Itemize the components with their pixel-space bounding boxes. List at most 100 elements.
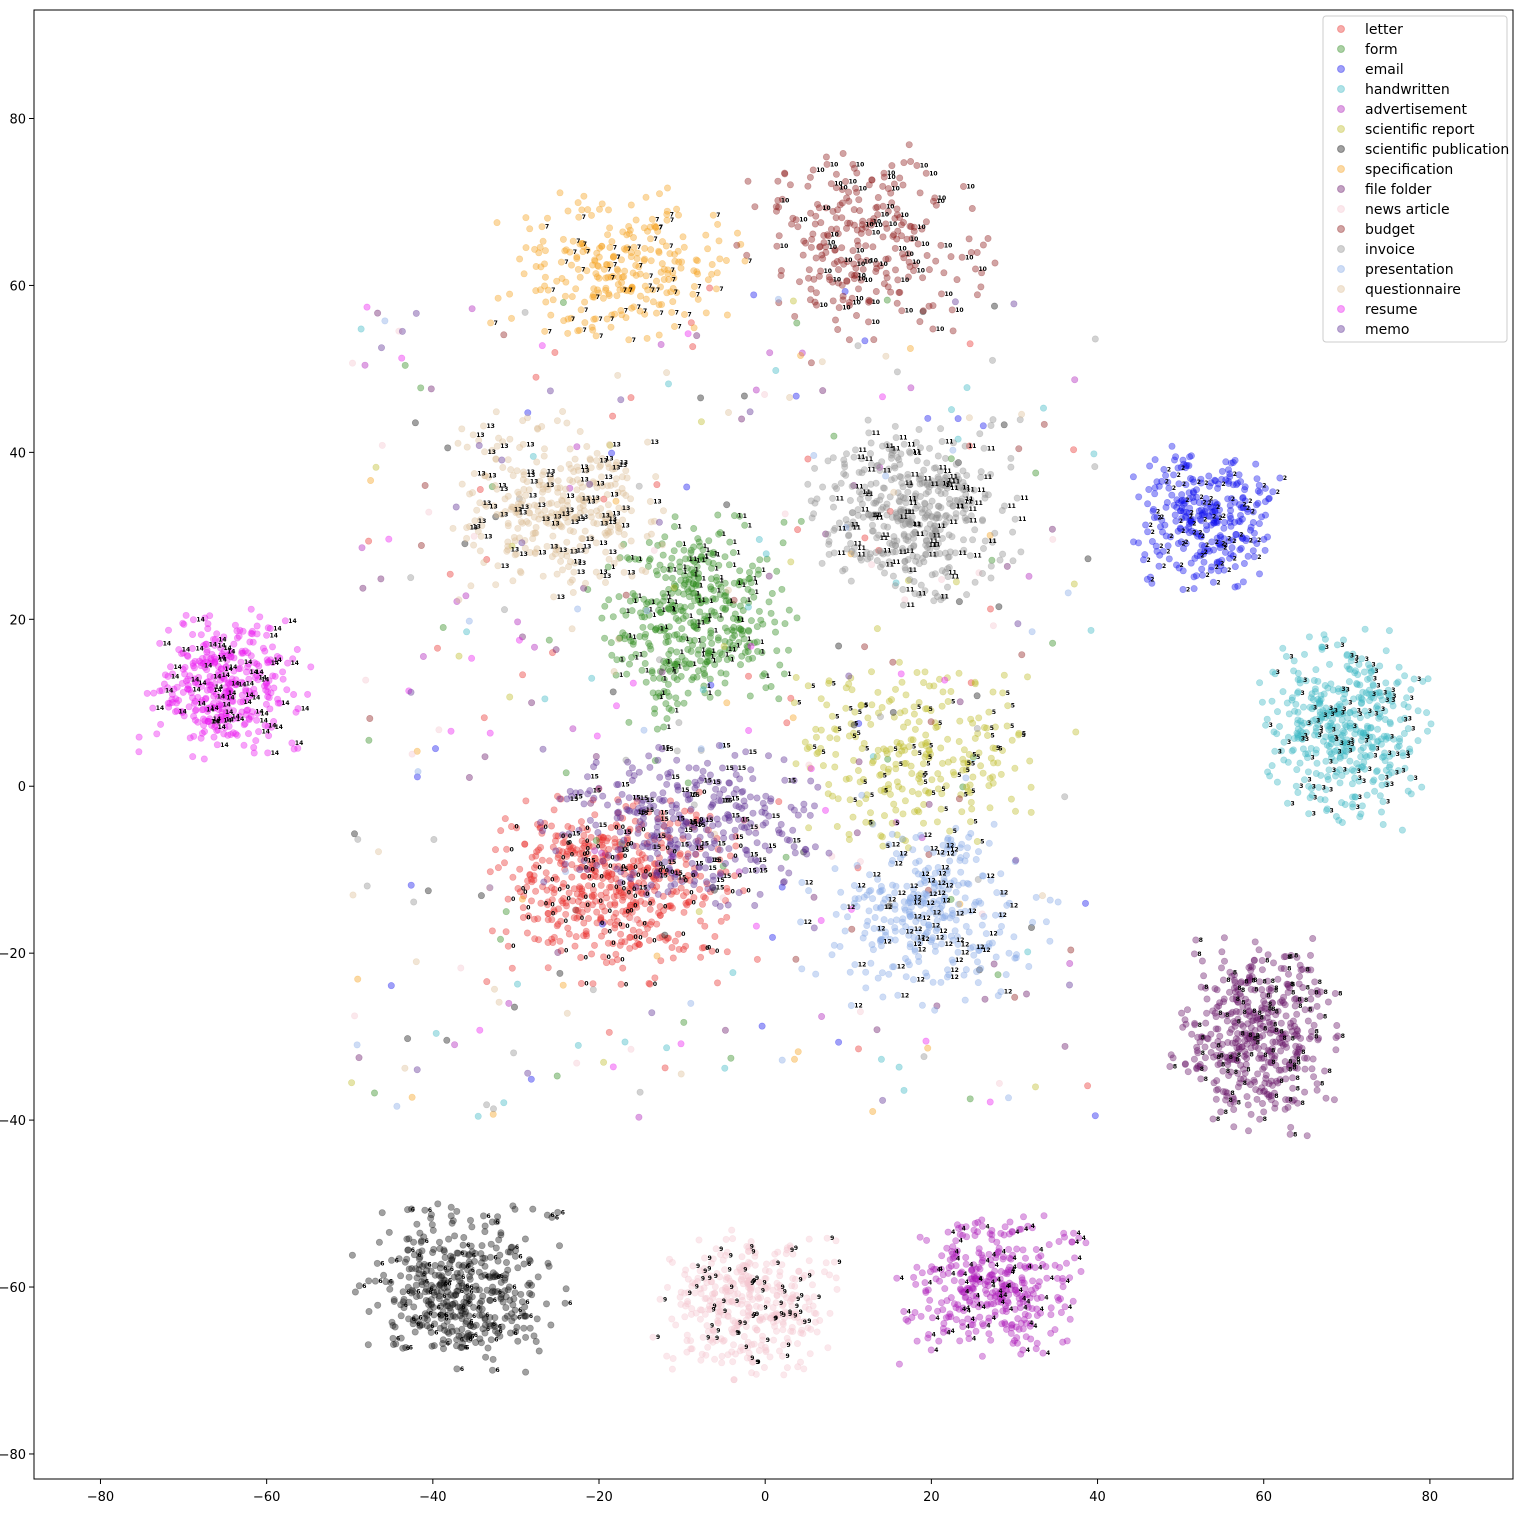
scatter-point xyxy=(648,667,656,675)
scatter-point xyxy=(711,1355,719,1363)
scatter-point xyxy=(1010,933,1018,941)
scatter-point xyxy=(671,513,679,521)
scatter-point xyxy=(1363,791,1371,799)
scatter-point xyxy=(787,558,795,566)
scatter-point xyxy=(832,485,840,493)
scatter-point xyxy=(1027,808,1035,816)
scatter-point xyxy=(878,833,886,841)
scatter-point xyxy=(517,1290,525,1298)
scatter-point xyxy=(415,1261,423,1269)
scatter-point xyxy=(588,674,596,682)
scatter-point xyxy=(685,898,693,906)
scatter-point xyxy=(1254,499,1262,507)
scatter-point xyxy=(848,686,856,694)
scatter-point xyxy=(595,205,603,213)
scatter-point xyxy=(1007,795,1015,803)
scatter-point xyxy=(793,319,801,327)
scatter-point xyxy=(979,769,987,777)
scatter-point xyxy=(729,969,737,977)
scatter-point xyxy=(1198,565,1206,573)
scatter-point xyxy=(630,862,638,870)
scatter-point xyxy=(789,297,797,305)
scatter-point xyxy=(910,710,918,718)
scatter-point xyxy=(976,430,984,438)
scatter-point xyxy=(713,979,721,987)
scatter-point xyxy=(652,277,660,285)
scatter-point xyxy=(1273,730,1281,738)
scatter-point xyxy=(489,1105,497,1113)
scatter-point xyxy=(1207,1049,1215,1057)
scatter-point xyxy=(543,886,551,894)
scatter-point xyxy=(918,505,926,513)
scatter-point xyxy=(838,244,846,252)
scatter-point xyxy=(1288,747,1296,755)
scatter-point xyxy=(855,758,863,766)
scatter-point xyxy=(590,941,598,949)
scatter-point xyxy=(1005,1245,1013,1253)
scatter-point xyxy=(702,231,710,239)
scatter-point xyxy=(623,670,631,678)
scatter-point xyxy=(1239,578,1247,586)
scatter-point xyxy=(1032,469,1040,477)
scatter-point xyxy=(1003,562,1011,570)
scatter-point xyxy=(1072,728,1080,736)
scatter-point xyxy=(481,753,489,761)
scatter-point xyxy=(985,782,993,790)
scatter-point xyxy=(637,856,645,864)
scatter-point xyxy=(483,1101,491,1109)
scatter-point xyxy=(579,844,587,852)
scatter-point xyxy=(446,1304,454,1312)
scatter-point xyxy=(365,736,373,744)
scatter-point xyxy=(934,502,942,510)
scatter-point xyxy=(793,614,801,622)
scatter-point xyxy=(435,1238,443,1246)
scatter-point xyxy=(569,897,577,905)
scatter-point xyxy=(598,614,606,622)
scatter-point xyxy=(410,898,418,906)
scatter-point xyxy=(584,914,592,922)
scatter-point xyxy=(1220,995,1228,1003)
scatter-point xyxy=(449,1217,457,1225)
scatter-point xyxy=(687,1310,695,1318)
scatter-point xyxy=(1234,582,1242,590)
scatter-point xyxy=(729,1341,737,1349)
scatter-point xyxy=(789,714,797,722)
scatter-point xyxy=(943,583,951,591)
scatter-point xyxy=(608,870,616,878)
scatter-point xyxy=(1027,783,1035,791)
scatter-point xyxy=(695,1236,703,1244)
scatter-point xyxy=(645,979,653,987)
scatter-point xyxy=(511,1205,519,1213)
scatter-point xyxy=(354,835,362,843)
scatter-point xyxy=(1047,1304,1055,1312)
scatter-point xyxy=(682,899,690,907)
scatter-point xyxy=(690,524,698,532)
scatter-point xyxy=(714,636,722,644)
scatter-point xyxy=(977,762,985,770)
scatter-point xyxy=(663,715,671,723)
scatter-point xyxy=(804,274,812,282)
scatter-point xyxy=(1277,1019,1285,1027)
scatter-point xyxy=(839,292,847,300)
scatter-point xyxy=(431,745,439,753)
scatter-point xyxy=(573,443,581,451)
scatter-point xyxy=(430,1342,438,1350)
scatter-point xyxy=(1168,442,1176,450)
scatter-point xyxy=(1274,708,1282,716)
scatter-point xyxy=(868,701,876,709)
scatter-point xyxy=(880,916,888,924)
scatter-point xyxy=(804,480,812,488)
scatter-point xyxy=(1151,484,1159,492)
scatter-point xyxy=(893,368,901,376)
scatter-point xyxy=(1309,1055,1317,1063)
scatter-point xyxy=(374,1301,382,1309)
scatter-point xyxy=(551,885,559,893)
scatter-point xyxy=(785,606,793,614)
scatter-point xyxy=(601,907,609,915)
scatter-point xyxy=(612,909,620,917)
scatter-point xyxy=(458,1315,466,1323)
scatter-point xyxy=(544,938,552,946)
scatter-point xyxy=(477,1259,485,1267)
scatter-point xyxy=(774,177,782,185)
scatter-point xyxy=(829,503,837,511)
